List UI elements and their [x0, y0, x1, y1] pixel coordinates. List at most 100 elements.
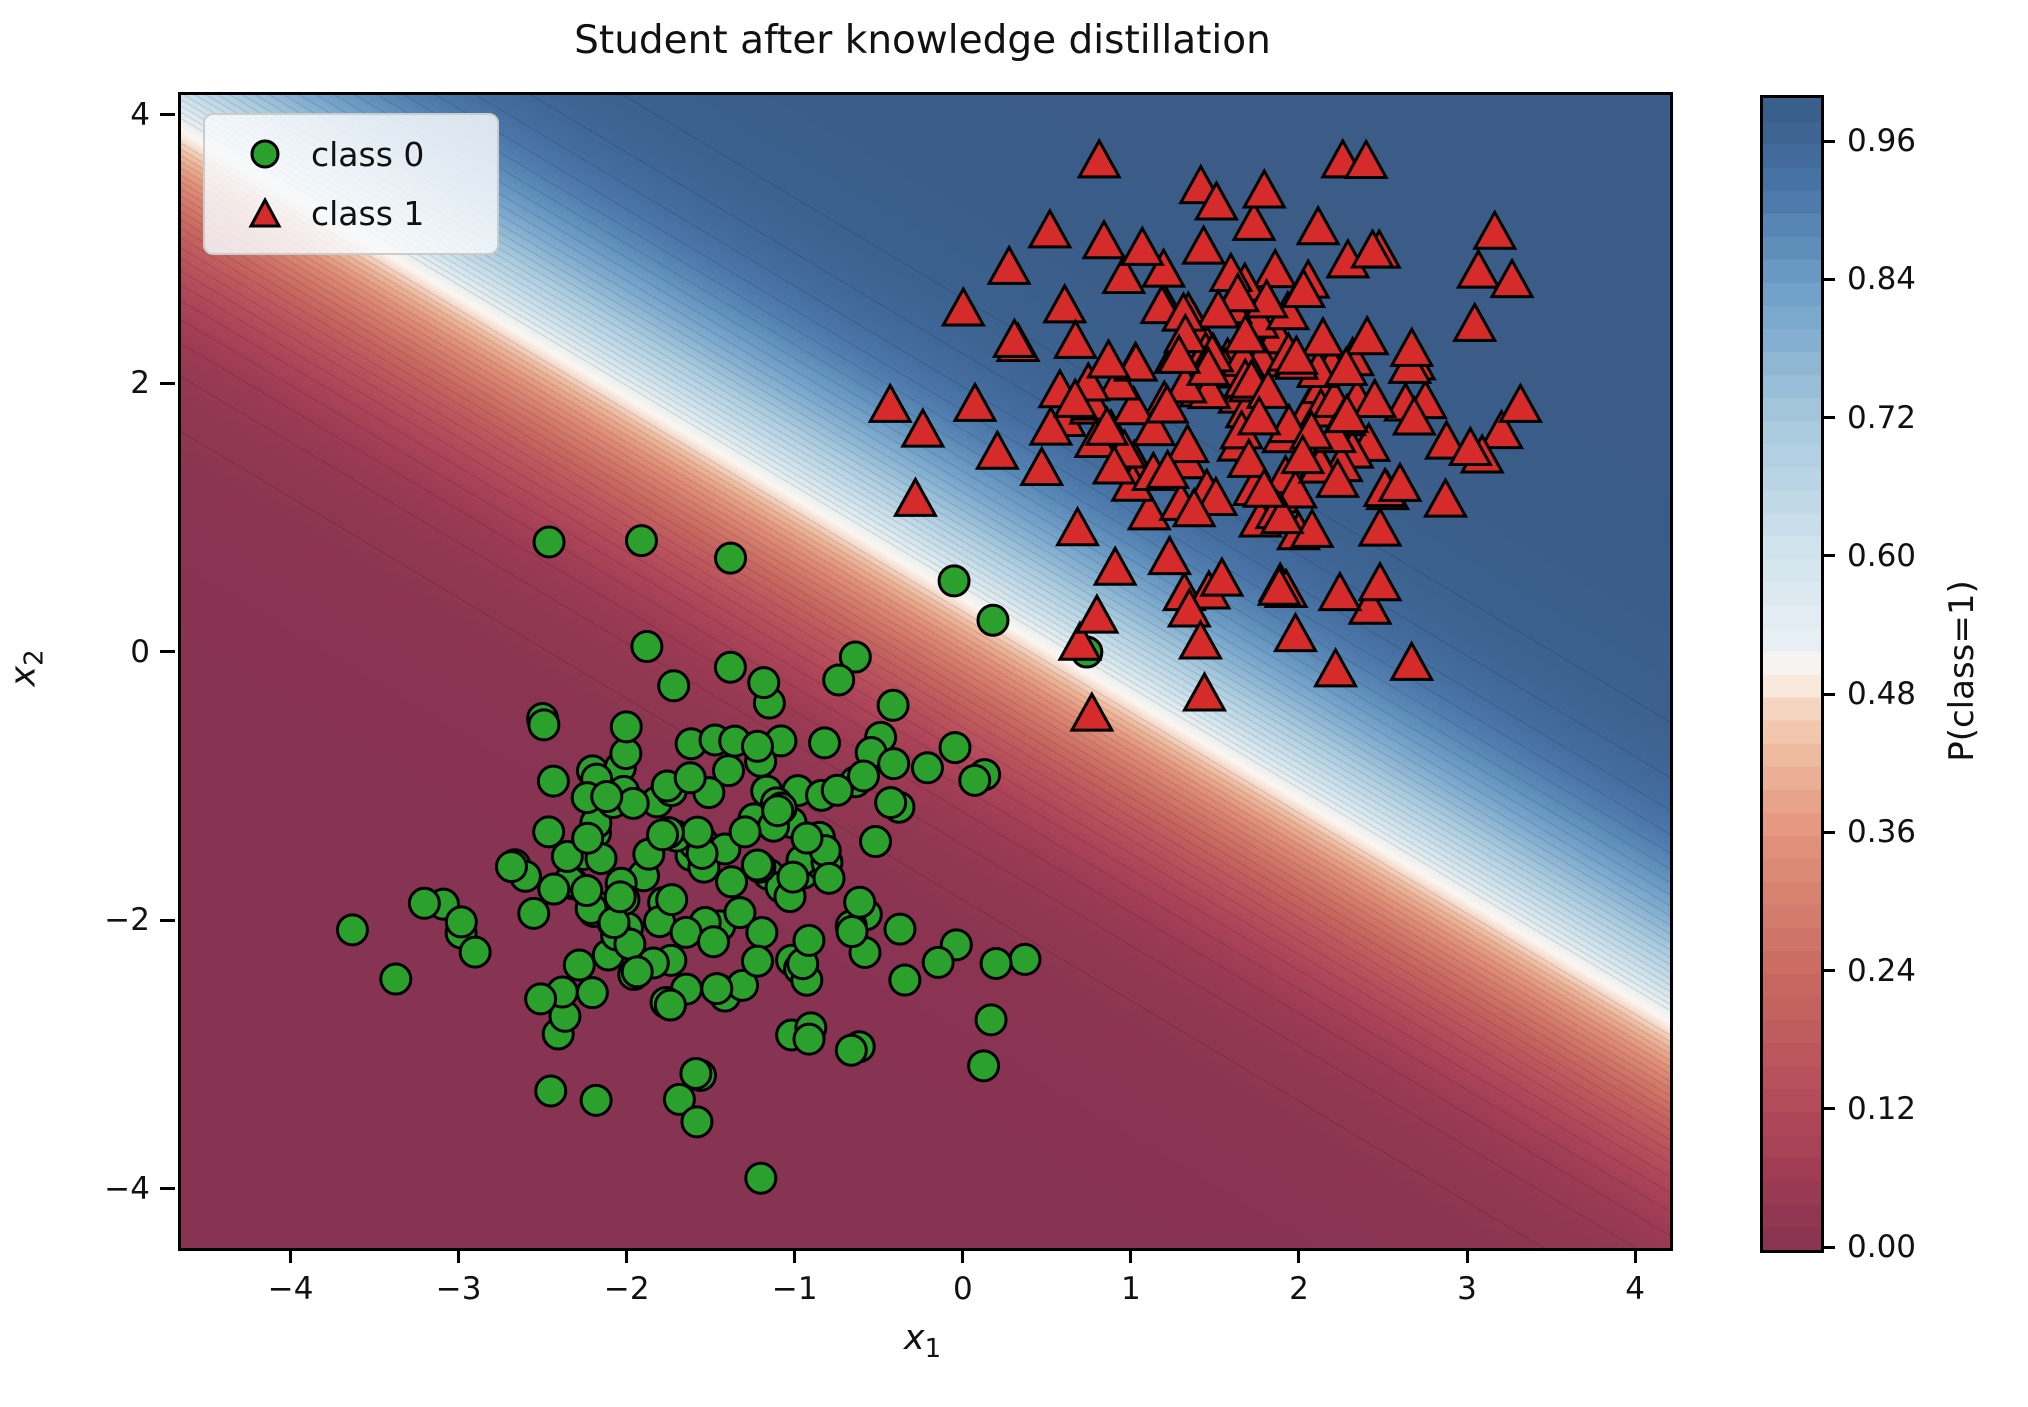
scatter-point-class0: [444, 905, 478, 939]
scatter-point-class1: [1215, 271, 1261, 313]
colorbar-band: [1763, 581, 1821, 606]
colorbar-gradient: [1763, 98, 1821, 1250]
scatter-point-class1: [1317, 570, 1363, 612]
colorbar-tick-label: 0.84: [1847, 261, 1917, 298]
scatter-point-class0: [723, 896, 757, 930]
scatter-point-class1: [1193, 475, 1239, 516]
scatter-point-class1: [1052, 318, 1099, 359]
scatter-point-class1: [1344, 314, 1390, 356]
y-axis-label-var: x: [3, 665, 44, 687]
scatter-point-class0: [696, 925, 730, 959]
colorbar-band: [1763, 466, 1821, 491]
scatter-point-class1: [1144, 382, 1190, 424]
colorbar-band: [1763, 1019, 1821, 1044]
colorbar-band: [1763, 558, 1821, 583]
colorbar-band: [1763, 696, 1821, 721]
scatter-point-class1: [1323, 345, 1369, 387]
colorbar-band: [1763, 880, 1821, 905]
colorbar-band: [1763, 235, 1821, 260]
scatter-point-class1: [1156, 333, 1202, 374]
colorbar-band: [1763, 327, 1821, 352]
scatter-point-class1: [1119, 225, 1165, 266]
contour-line: [194, 95, 1670, 980]
colorbar-band: [1763, 397, 1821, 422]
scatter-point-class1: [1252, 247, 1298, 289]
scatter-point-class1: [892, 476, 938, 517]
scatter-point-class1: [1085, 337, 1132, 379]
scatter-point-class1: [1181, 670, 1228, 712]
scatter-point-class0: [532, 525, 566, 559]
scatter-point-class0: [822, 663, 856, 697]
colorbar-band: [1763, 1226, 1821, 1250]
scatter-point-class1: [1497, 382, 1543, 423]
scatter-point-class0: [838, 640, 872, 674]
scatter-point-class0: [603, 880, 637, 914]
scatter-point-class1: [1389, 326, 1435, 367]
contour-line: [181, 211, 1670, 1105]
scatter-point-class1: [1272, 467, 1319, 509]
scatter-point-class1: [1272, 611, 1319, 653]
scatter-point-class0: [744, 1161, 778, 1195]
scatter-point-class0: [859, 825, 893, 859]
colorbar-band: [1763, 811, 1821, 836]
scatter-point-class1: [986, 244, 1032, 285]
scatter-point-class0: [646, 818, 680, 852]
scatter-point-class1: [1289, 507, 1335, 548]
scatter-point-class1: [1241, 167, 1287, 209]
colorbar-band: [1763, 189, 1821, 214]
contour-line: [333, 95, 1670, 896]
x-axis-tick-label: 4: [1625, 1271, 1645, 1307]
x-axis-tick-label: 3: [1457, 1271, 1477, 1307]
contour-line: [254, 95, 1670, 943]
contour-line: [217, 95, 1670, 966]
contour-line: [283, 95, 1670, 926]
scatter-point-class1: [1164, 422, 1211, 464]
scatter-point-class0: [820, 773, 854, 807]
probability-background: [181, 95, 1670, 1248]
class0-circle-marker-icon: [250, 139, 280, 169]
colorbar-band: [1763, 98, 1821, 122]
y-axis-label: x2: [4, 649, 50, 686]
colorbar-band: [1763, 857, 1821, 882]
scatter-point-class0: [974, 1003, 1008, 1037]
scatter-point-class1: [1478, 408, 1525, 450]
y-axis-tick-label: −2: [104, 902, 150, 939]
scatter-point-class1: [1145, 448, 1191, 489]
scatter-point-class0: [527, 708, 561, 742]
scatter-point-class0: [874, 786, 908, 820]
contour-line: [181, 195, 1670, 1090]
scatter-point-class0: [524, 982, 558, 1016]
contour-line: [268, 95, 1670, 935]
scatter-point-class1: [1357, 506, 1403, 547]
contour-line: [181, 203, 1670, 1097]
scatter-point-class0: [967, 1049, 1001, 1083]
scatter-point-class0: [958, 763, 992, 797]
contour-line: [181, 228, 1670, 1122]
scatter-point-class1: [991, 317, 1037, 358]
scatter-point-class1: [1181, 224, 1227, 265]
colorbar-tick-label: 0.96: [1847, 123, 1917, 160]
colorbar-tick-mark: [1821, 416, 1835, 420]
contour-line: [181, 181, 1670, 1075]
scatter-point-class0: [938, 731, 972, 765]
colorbar-band: [1763, 673, 1821, 698]
y-axis-tick-mark: [160, 918, 175, 922]
scatter-point-class0: [673, 761, 707, 795]
x-axis-tick-mark: [1129, 1248, 1133, 1263]
colorbar-tick-mark: [1821, 830, 1835, 834]
colorbar-band: [1763, 604, 1821, 629]
scatter-point-class1: [1076, 137, 1122, 179]
scatter-point-class1: [1347, 584, 1393, 625]
scatter-point-class1: [1389, 640, 1435, 681]
scatter-point-class1: [1352, 377, 1398, 418]
colorbar-band: [1763, 258, 1821, 283]
scatter-point-class0: [680, 815, 714, 849]
y-axis-tick-label: 2: [130, 365, 150, 402]
scatter-point-class1: [1256, 565, 1302, 606]
scatter-series-class1: [867, 137, 1543, 732]
scatter-point-class0: [976, 603, 1010, 637]
colorbar-tick-label: 0.00: [1847, 1229, 1917, 1265]
scatter-point-class0: [494, 850, 528, 884]
scatter-point-class0: [1008, 942, 1042, 976]
scatter-point-class0: [662, 1082, 696, 1116]
